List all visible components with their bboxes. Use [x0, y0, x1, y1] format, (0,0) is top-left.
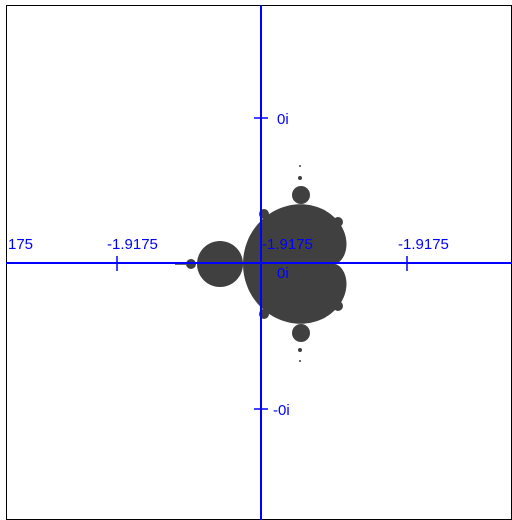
side-bulb: [333, 301, 343, 311]
top-bulb: [292, 186, 310, 204]
real-label: -1.9175: [398, 236, 449, 253]
top-minibrot: [298, 176, 302, 180]
imaginary-label: 0i: [277, 111, 289, 128]
top-dot: [299, 165, 301, 167]
real-label: -1.9175: [107, 236, 158, 253]
imaginary-label: -0i: [273, 402, 290, 419]
side-bulb: [333, 217, 343, 227]
real-label: 175: [8, 236, 33, 253]
real-label: -1.9175: [262, 236, 313, 253]
imaginary-label: 0i: [277, 265, 289, 282]
bottom-minibrot: [298, 348, 302, 352]
bottom-bulb: [292, 324, 310, 342]
bottom-dot: [299, 360, 301, 362]
